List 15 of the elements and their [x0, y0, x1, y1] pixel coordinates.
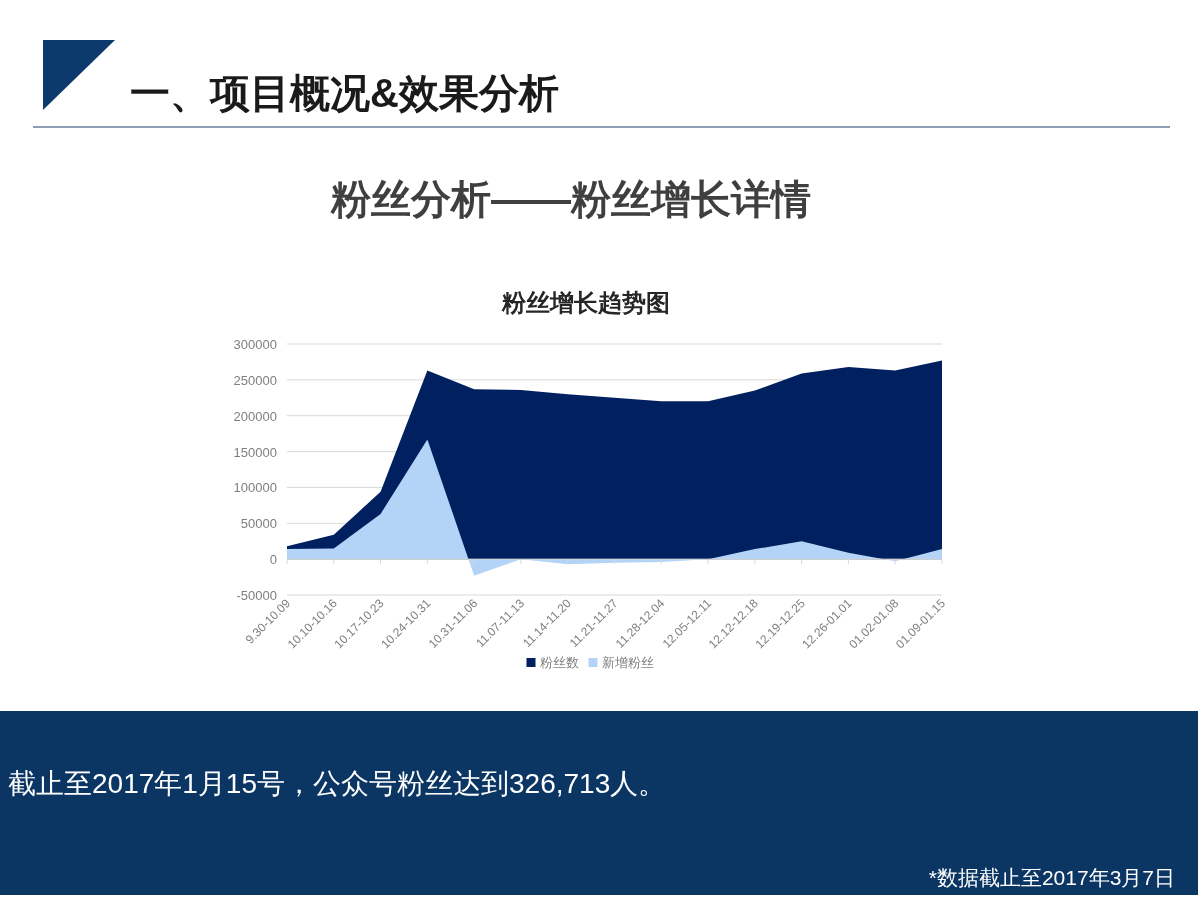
- text: 截止至2017年1月15号，公众号粉丝达到326,713人。: [8, 768, 667, 799]
- y-tick-label: 50000: [240, 516, 277, 532]
- text: 一、项目概况&效果分析: [130, 71, 559, 115]
- y-tick-label: 0: [269, 552, 277, 568]
- y-tick-label: -50000: [236, 588, 277, 603]
- y-tick-label: 200000: [233, 408, 277, 424]
- y-tick-label: 250000: [233, 372, 277, 388]
- y-tick-label: 150000: [233, 444, 277, 460]
- chart-title: 粉丝分析——粉丝增长详情: [330, 177, 811, 221]
- y-tick-label: 300000: [233, 337, 277, 352]
- legend-label: 新增粉丝: [601, 656, 654, 670]
- legend-label: 粉丝数: [539, 656, 579, 670]
- chart-subtitle: 粉丝增长趋势图: [501, 289, 670, 316]
- y-tick-label: 100000: [233, 480, 277, 496]
- text: *数据截止至2017年3月7日: [928, 866, 1175, 889]
